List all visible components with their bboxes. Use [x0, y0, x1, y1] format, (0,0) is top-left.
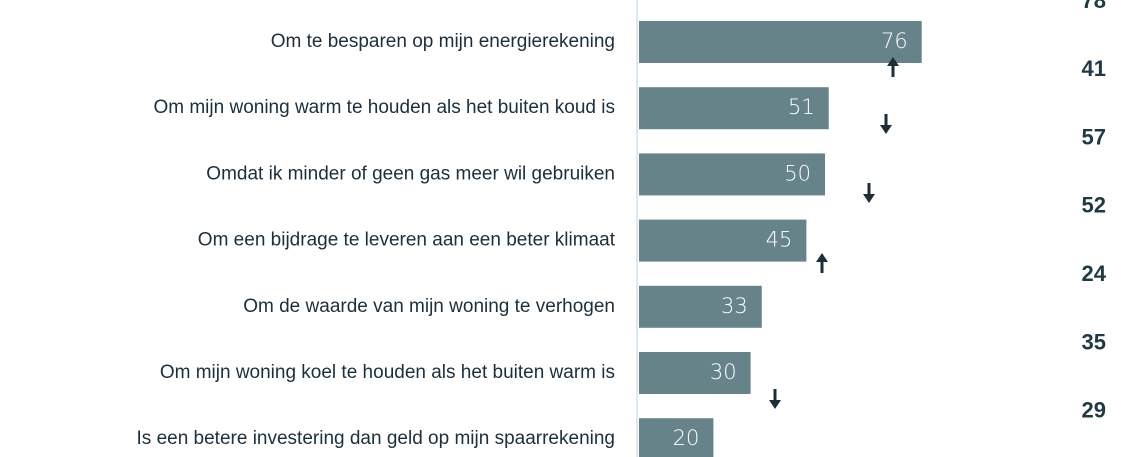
category-label: Om te besparen op mijn energierekening — [271, 31, 615, 52]
value-label: 30 — [710, 360, 737, 384]
value-label: 20 — [673, 426, 700, 450]
value-label: 33 — [721, 294, 748, 318]
value-label: 76 — [881, 29, 908, 53]
category-label: Omdat ik minder of geen gas meer wil geb… — [206, 163, 615, 184]
trend-arrow — [816, 253, 828, 273]
comparison-value: 35 — [1082, 329, 1106, 354]
bar — [639, 219, 807, 262]
value-label: 45 — [766, 228, 793, 252]
bar — [639, 87, 829, 130]
category-label: Om mijn woning warm te houden als het bu… — [153, 97, 615, 118]
comparison-value: 29 — [1082, 398, 1106, 423]
comparison-value: 41 — [1082, 56, 1106, 81]
trend-arrow — [887, 57, 899, 77]
category-label: Om een bijdrage te leveren aan een beter… — [198, 230, 616, 251]
trend-arrow — [863, 183, 875, 203]
trend-arrow — [880, 114, 892, 134]
category-label: Is een betere investering dan geld op mi… — [137, 428, 615, 449]
bar — [639, 153, 825, 196]
category-label: Om de waarde van mijn woning te verhogen — [243, 296, 615, 317]
value-label: 50 — [784, 161, 811, 185]
comparison-value: 78 — [1082, 0, 1106, 13]
bar — [639, 285, 762, 328]
bar — [639, 21, 922, 63]
comparison-value: 52 — [1082, 193, 1106, 218]
category-label: Om mijn woning koel te houden als het bu… — [160, 362, 615, 383]
comparison-value: 24 — [1082, 261, 1107, 286]
trend-arrow — [769, 389, 781, 409]
bar — [639, 418, 714, 457]
comparison-value: 57 — [1082, 124, 1106, 149]
value-label: 51 — [788, 95, 815, 119]
bar — [639, 352, 751, 394]
